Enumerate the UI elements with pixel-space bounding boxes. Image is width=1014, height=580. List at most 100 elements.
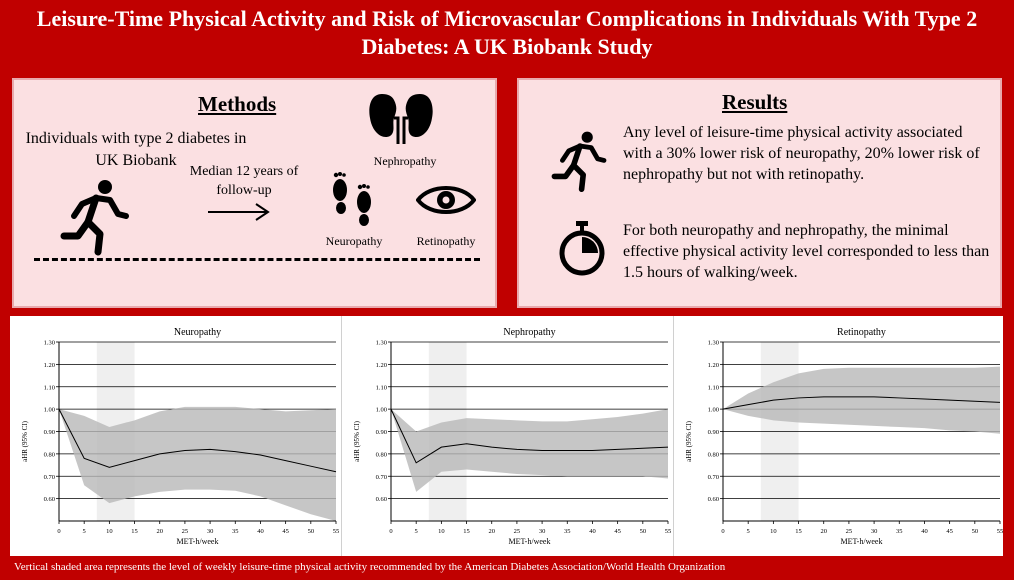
charts-area: Neuropathy 0.60 0.70 0.80 0.90 1.00 1.10 1.20 1.… [10,316,1003,556]
ci-area [59,406,336,521]
y-tick-label: 0.70 [376,474,387,481]
y-axis-label: aHR (95% CI) [21,420,29,461]
stopwatch-icon [559,221,605,276]
estimate-line [390,408,669,464]
timeline-dashed-line [34,258,480,261]
chart-divider [673,316,674,556]
finding-1-text: Any level of leisure-time physical activ… [623,124,980,183]
x-tick-label: 50 [640,528,647,535]
footnote: Vertical shaded area represents the leve… [14,561,726,573]
x-tick-label: 35 [232,528,239,535]
x-tick-label: 45 [614,528,621,535]
running-person-icon [551,131,607,192]
x-tick-label: 15 [131,528,138,535]
nephropathy-label: Nephropathy [373,154,437,168]
y-tick-label: 1.00 [44,407,55,414]
x-tick-label: 55 [997,528,1003,535]
y-tick-label: 1.10 [44,384,55,391]
y-tick-label: 0.60 [708,496,719,503]
kidneys-icon [369,94,433,144]
population-text: Individuals with type 2 diabetes in UK B… [25,130,247,169]
x-tick-label: 0 [57,528,60,535]
y-tick-label: 1.20 [44,362,55,369]
x-tick-label: 15 [795,528,802,535]
methods-heading: Methods [198,92,277,116]
y-tick-label: 1.00 [708,407,719,414]
y-tick-label: 0.90 [376,429,387,436]
y-tick-label: 1.20 [708,362,719,369]
x-tick-label: 40 [589,528,596,535]
estimate-line [722,396,1001,410]
estimate-line [58,408,337,473]
y-tick-label: 0.60 [376,496,387,503]
arrow-right-icon [208,203,270,221]
results-panel: Results Any level of leisure-time physic… [517,78,1002,308]
x-tick-label: 20 [156,528,163,535]
x-tick-label: 0 [389,528,392,535]
chart-title: Nephropathy [503,327,555,338]
x-tick-label: 50 [972,528,979,535]
y-tick-label: 0.80 [44,451,55,458]
y-tick-label: 1.20 [376,362,387,369]
x-tick-label: 10 [438,528,445,535]
retinopathy-chart: Retinopathy 0.60 0.70 0.80 0.90 1.00 1.10 1.20 1… [685,327,1003,546]
x-tick-label: 30 [207,528,214,535]
x-tick-label: 55 [333,528,340,535]
y-tick-label: 0.70 [708,474,719,481]
y-tick-label: 1.00 [376,407,387,414]
y-tick-label: 0.90 [708,429,719,436]
y-tick-label: 1.30 [708,340,719,347]
x-tick-label: 25 [846,528,853,535]
retinopathy-label: Retinopathy [416,234,476,248]
y-tick-label: 0.70 [44,474,55,481]
x-tick-label: 25 [182,528,189,535]
chart-title: Neuropathy [174,327,221,338]
y-tick-label: 1.30 [376,340,387,347]
x-tick-label: 45 [946,528,953,535]
x-tick-label: 30 [871,528,878,535]
x-tick-label: 5 [83,528,86,535]
y-tick-label: 1.30 [44,340,55,347]
neuropathy-label: Neuropathy [325,234,383,248]
y-tick-label: 0.80 [376,451,387,458]
x-tick-label: 15 [463,528,470,535]
chart-divider [341,316,342,556]
y-tick-label: 0.90 [44,429,55,436]
y-axis-label: aHR (95% CI) [353,420,361,461]
x-axis-label: MET-h/week [841,537,883,546]
x-tick-label: 40 [921,528,928,535]
follow-up-text: Median 12 years of follow-up [189,164,299,198]
y-tick-label: 0.60 [44,496,55,503]
x-tick-label: 35 [564,528,571,535]
nephropathy-chart: Nephropathy 0.60 0.70 0.80 0.90 1.00 1.10 1.20 1… [353,327,672,546]
y-tick-label: 1.10 [376,384,387,391]
ci-area [723,366,1000,434]
finding-2-text: For both neuropathy and nephropathy, the… [623,222,990,281]
x-axis-label: MET-h/week [177,537,219,546]
y-axis-label: aHR (95% CI) [685,420,693,461]
footprints-icon [333,172,371,226]
eye-icon [416,186,476,214]
neuropathy-chart: Neuropathy 0.60 0.70 0.80 0.90 1.00 1.10 1.20 1.… [21,327,340,546]
x-tick-label: 20 [820,528,827,535]
x-tick-label: 25 [514,528,521,535]
ci-area [391,409,668,492]
y-tick-label: 0.80 [708,451,719,458]
x-tick-label: 10 [770,528,777,535]
x-tick-label: 5 [747,528,750,535]
results-heading: Results [722,90,788,114]
x-tick-label: 35 [896,528,903,535]
x-axis-label: MET-h/week [509,537,551,546]
methods-panel: Methods Individuals with type 2 diabetes… [12,78,497,308]
x-tick-label: 45 [282,528,289,535]
y-tick-label: 1.10 [708,384,719,391]
poster-title: Leisure-Time Physical Activity and Risk … [36,6,978,59]
x-tick-label: 55 [665,528,672,535]
x-tick-label: 40 [257,528,264,535]
chart-title: Retinopathy [837,327,886,338]
x-tick-label: 50 [308,528,315,535]
x-tick-label: 20 [488,528,495,535]
x-tick-label: 0 [721,528,724,535]
x-tick-label: 5 [415,528,418,535]
running-person-icon [60,180,129,256]
